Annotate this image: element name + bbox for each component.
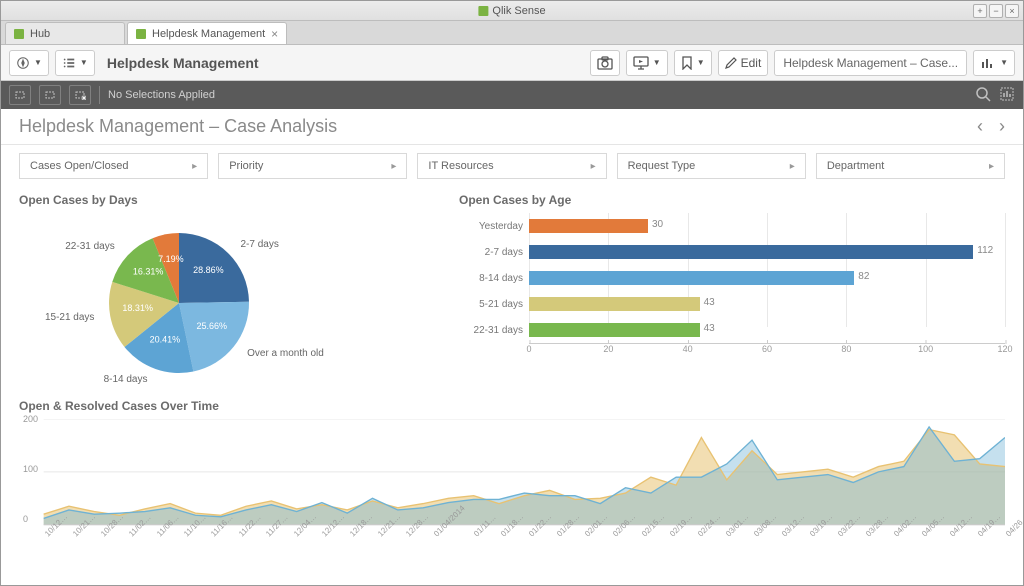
filter-row: Cases Open/Closed ▸ Priority ▸ IT Resources ▸… bbox=[1, 145, 1023, 187]
tab-helpdesk[interactable]: Helpdesk Management × bbox=[127, 22, 287, 44]
pie-svg: 28.86% 25.66% 20.41% 18.31% 16.31% 7.19% bbox=[79, 213, 279, 393]
bar-tick-label: 100 bbox=[918, 344, 933, 354]
bar-tick-label: 0 bbox=[526, 344, 531, 354]
bar-fill bbox=[529, 271, 854, 285]
bar-value-label: 112 bbox=[977, 245, 993, 256]
qlik-logo-icon bbox=[14, 29, 24, 39]
window-minimize-button[interactable]: − bbox=[989, 4, 1003, 18]
bar-fill bbox=[529, 323, 700, 337]
bar-category-label: Yesterday bbox=[459, 221, 529, 232]
window-titlebar: Qlik Sense + − × bbox=[1, 1, 1023, 21]
area-y-tick: 0 bbox=[23, 514, 28, 524]
list-button[interactable]: ▼ bbox=[55, 50, 95, 76]
search-icon[interactable] bbox=[975, 86, 991, 105]
bar-value-label: 82 bbox=[858, 271, 869, 282]
window-title: Qlik Sense bbox=[492, 5, 545, 17]
tab-label: Helpdesk Management bbox=[152, 28, 265, 40]
bar-tick-label: 120 bbox=[997, 344, 1012, 354]
selections-bar: No Selections Applied bbox=[1, 81, 1023, 109]
filter-department[interactable]: Department ▸ bbox=[816, 153, 1005, 179]
bar-fill bbox=[529, 297, 700, 311]
tab-strip: Hub Helpdesk Management × bbox=[1, 21, 1023, 45]
tab-label: Hub bbox=[30, 28, 50, 40]
area-y-tick: 200 bbox=[23, 414, 38, 424]
tab-hub[interactable]: Hub bbox=[5, 22, 125, 44]
pie-pct-label: 28.86% bbox=[193, 265, 224, 275]
sheet-next-button[interactable]: › bbox=[999, 116, 1005, 137]
qlik-logo-icon bbox=[136, 29, 146, 39]
sheet-breadcrumb[interactable]: Helpdesk Management – Case... bbox=[774, 50, 967, 76]
qlik-logo-icon bbox=[478, 6, 488, 16]
bar-value-label: 43 bbox=[704, 323, 715, 334]
main-toolbar: ▼ ▼ Helpdesk Management ▼ ▼ Edit Helpdes… bbox=[1, 45, 1023, 81]
chevron-right-icon: ▸ bbox=[790, 161, 795, 172]
bar-chart-card[interactable]: Open Cases by Age Yesterday 30 2-7 days 112… bbox=[459, 193, 1005, 393]
chevron-right-icon: ▸ bbox=[591, 161, 596, 172]
bar-tick-label: 80 bbox=[841, 344, 851, 354]
snapshot-button[interactable] bbox=[590, 50, 620, 76]
sheet-nav-button[interactable]: ▼ bbox=[973, 50, 1015, 76]
filter-it-resources[interactable]: IT Resources ▸ bbox=[417, 153, 606, 179]
pie-pct-label: 25.66% bbox=[197, 321, 228, 331]
bookmark-button[interactable]: ▼ bbox=[674, 50, 712, 76]
selection-forward-button[interactable] bbox=[39, 85, 61, 105]
area-x-label: 04/26… bbox=[1004, 512, 1024, 538]
bar-x-axis: 020406080100120 bbox=[529, 343, 1005, 359]
sheet-prev-button[interactable]: ‹ bbox=[977, 116, 983, 137]
area-y-tick: 100 bbox=[23, 464, 38, 474]
bar-fill bbox=[529, 245, 973, 259]
pie-chart-title: Open Cases by Days bbox=[19, 193, 439, 207]
area-chart-title: Open & Resolved Cases Over Time bbox=[19, 399, 1005, 413]
window-close-button[interactable]: × bbox=[1005, 4, 1019, 18]
bar-category-label: 22-31 days bbox=[459, 325, 529, 336]
sheet-title: Helpdesk Management – Case Analysis bbox=[19, 116, 337, 137]
edit-button[interactable]: Edit bbox=[718, 50, 769, 76]
compass-button[interactable]: ▼ bbox=[9, 50, 49, 76]
selection-back-button[interactable] bbox=[9, 85, 31, 105]
pie-pct-label: 7.19% bbox=[158, 254, 184, 264]
bar-chart-title: Open Cases by Age bbox=[459, 193, 1005, 207]
filter-label: Cases Open/Closed bbox=[30, 160, 128, 172]
edit-label: Edit bbox=[741, 56, 762, 70]
bar-category-label: 2-7 days bbox=[459, 247, 529, 258]
pie-pct-label: 20.41% bbox=[150, 335, 181, 345]
area-x-axis: 10/12…10/21…10/28…11/02…11/06…11/10…11/1… bbox=[43, 532, 1005, 541]
selection-clear-button[interactable] bbox=[69, 85, 91, 105]
pie-pct-label: 16.31% bbox=[133, 267, 164, 277]
chevron-right-icon: ▸ bbox=[391, 161, 396, 172]
chevron-right-icon: ▸ bbox=[192, 161, 197, 172]
bar-value-label: 30 bbox=[652, 219, 663, 230]
bar-category-label: 8-14 days bbox=[459, 273, 529, 284]
bar-value-label: 43 bbox=[704, 297, 715, 308]
window-add-button[interactable]: + bbox=[973, 4, 987, 18]
selections-text: No Selections Applied bbox=[108, 89, 215, 101]
filter-request-type[interactable]: Request Type ▸ bbox=[617, 153, 806, 179]
filter-label: Department bbox=[827, 160, 884, 172]
pie-pct-label: 18.31% bbox=[122, 303, 153, 313]
bar-tick-label: 20 bbox=[603, 344, 613, 354]
bar-gridline bbox=[1005, 213, 1006, 327]
close-icon[interactable]: × bbox=[271, 27, 278, 41]
filter-label: IT Resources bbox=[428, 160, 493, 172]
sheet-header: Helpdesk Management – Case Analysis ‹ › bbox=[1, 109, 1023, 145]
present-button[interactable]: ▼ bbox=[626, 50, 668, 76]
toolbar-title: Helpdesk Management bbox=[107, 55, 259, 71]
bar-tick-label: 60 bbox=[762, 344, 772, 354]
filter-label: Priority bbox=[229, 160, 263, 172]
area-chart-card[interactable]: 010020010/12…10/21…10/28…11/02…11/06…11/… bbox=[19, 419, 1005, 549]
bar-category-label: 5-21 days bbox=[459, 299, 529, 310]
filter-priority[interactable]: Priority ▸ bbox=[218, 153, 407, 179]
selections-tool-icon[interactable] bbox=[999, 86, 1015, 105]
pie-chart-card[interactable]: Open Cases by Days 28.86% 25.66% 20.41% 18.… bbox=[19, 193, 439, 393]
bar-tick-label: 40 bbox=[683, 344, 693, 354]
filter-cases-open-closed[interactable]: Cases Open/Closed ▸ bbox=[19, 153, 208, 179]
chevron-right-icon: ▸ bbox=[989, 161, 994, 172]
bar-fill bbox=[529, 219, 648, 233]
filter-label: Request Type bbox=[628, 160, 696, 172]
